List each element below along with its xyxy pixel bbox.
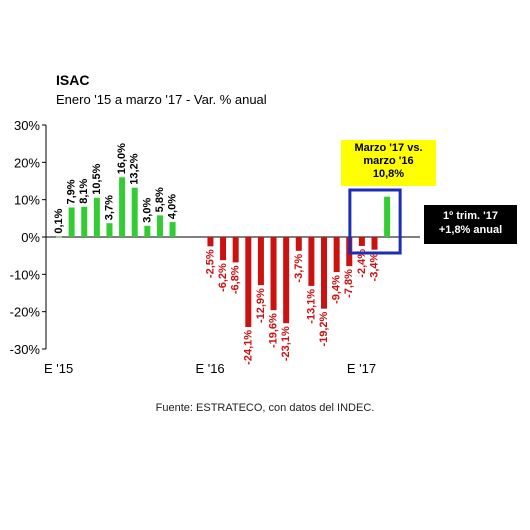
data-label: 10,5% — [91, 163, 103, 194]
y-tick-label: -30% — [10, 342, 41, 357]
y-tick-label: 30% — [14, 118, 40, 133]
highlight-box — [348, 188, 402, 255]
data-label: 5,8% — [154, 187, 166, 212]
bar — [283, 237, 290, 324]
quarter-callout: 1º trim. '17 +1,8% anual — [424, 205, 517, 244]
bar — [384, 196, 391, 237]
bar — [295, 237, 302, 251]
chart-subtitle: Enero '15 a marzo '17 - Var. % anual — [56, 92, 267, 107]
data-label: -6,2% — [217, 263, 229, 292]
x-tick-label: E '15 — [44, 361, 73, 376]
bar — [333, 237, 340, 273]
bar — [156, 215, 163, 237]
bar — [321, 237, 328, 309]
bar — [220, 237, 227, 261]
y-tick-label: -10% — [10, 267, 41, 282]
bar — [371, 237, 378, 250]
bar — [119, 177, 126, 237]
data-label: -3,7% — [293, 254, 305, 283]
quarter-callout-line-2: +1,8% anual — [438, 224, 503, 236]
bar — [93, 197, 100, 237]
chart-source: Fuente: ESTRATECO, con datos del INDEC. — [155, 402, 375, 414]
bar — [308, 237, 315, 286]
data-label: 3,0% — [141, 198, 153, 223]
data-label: 7,9% — [66, 179, 78, 204]
data-label: 13,2% — [129, 153, 141, 184]
march-callout: Marzo '17 vs. marzo '16 10,8% — [341, 140, 436, 186]
data-label: -3,4% — [369, 252, 381, 281]
data-label: -19,2% — [318, 311, 330, 346]
bar — [207, 237, 214, 247]
data-label: -13,1% — [305, 289, 317, 324]
bar — [358, 237, 365, 246]
bar — [106, 223, 113, 237]
data-label: -2,5% — [204, 249, 216, 278]
march-callout-line-2: marzo '16 — [363, 155, 414, 167]
data-label: 8,1% — [78, 178, 90, 203]
data-label: 4,0% — [167, 194, 179, 219]
y-tick-label: 20% — [14, 155, 40, 170]
x-tick-label: E '16 — [195, 361, 224, 376]
data-label: 3,7% — [103, 195, 115, 220]
march-callout-line-3: 10,8% — [372, 168, 405, 180]
data-label: -6,8% — [230, 265, 242, 294]
quarter-callout-line-1: 1º trim. '17 — [443, 210, 498, 222]
bar — [169, 222, 176, 237]
data-label: -9,4% — [331, 275, 343, 304]
bar — [245, 237, 252, 327]
data-label: 0,1% — [53, 208, 65, 233]
bar — [232, 237, 239, 263]
data-label: -12,9% — [255, 288, 267, 323]
data-label: -24,1% — [242, 330, 254, 365]
y-tick-label: 10% — [14, 193, 40, 208]
bar — [56, 236, 62, 238]
y-tick-label: 0% — [21, 230, 40, 245]
data-label: -19,6% — [268, 313, 280, 348]
data-label: 16,0% — [116, 143, 128, 174]
bar — [68, 207, 75, 237]
bar — [131, 187, 138, 237]
data-label: -2,4% — [356, 249, 368, 278]
x-tick-label: E '17 — [347, 361, 376, 376]
bar — [144, 225, 151, 237]
chart-title: ISAC — [56, 72, 90, 88]
bar — [257, 237, 264, 286]
data-label: -7,8% — [343, 269, 355, 298]
y-tick-label: -20% — [10, 305, 41, 320]
bar — [81, 206, 88, 237]
march-callout-line-1: Marzo '17 vs. — [354, 142, 423, 154]
data-label: -23,1% — [280, 326, 292, 361]
bar — [270, 237, 277, 311]
